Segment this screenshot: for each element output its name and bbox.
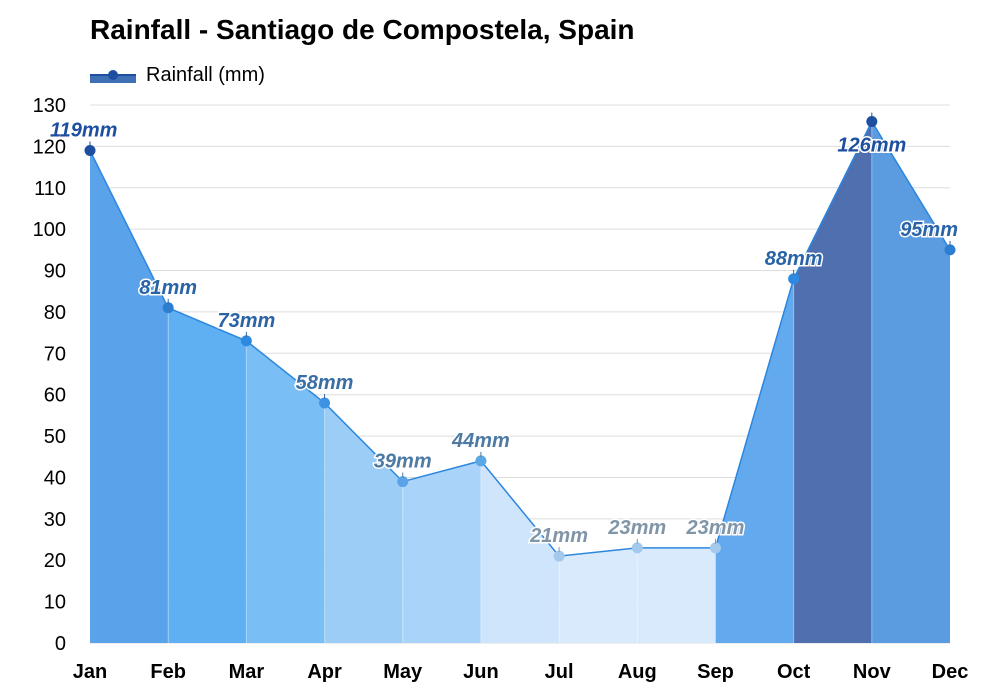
data-label-sep: 23mm bbox=[686, 517, 745, 539]
data-point-oct[interactable] bbox=[788, 273, 800, 285]
x-tick-label-apr: Apr bbox=[307, 661, 342, 683]
x-tick-label-oct: Oct bbox=[777, 661, 811, 683]
y-tick-label: 40 bbox=[44, 467, 66, 489]
y-tick-label: 80 bbox=[44, 302, 66, 324]
data-point-sep[interactable] bbox=[709, 542, 721, 554]
area-segment-may bbox=[402, 460, 481, 643]
data-label-jun: 44mm bbox=[451, 430, 510, 452]
y-tick-label: 70 bbox=[44, 343, 66, 365]
area-segment-aug bbox=[637, 547, 716, 643]
data-label-oct: 88mm bbox=[765, 248, 823, 270]
x-tick-label-dec: Dec bbox=[932, 661, 969, 683]
area-segment-jul bbox=[559, 547, 638, 643]
legend-label: Rainfall (mm) bbox=[146, 63, 265, 86]
x-tick-label-may: May bbox=[383, 661, 423, 683]
y-tick-label: 0 bbox=[55, 633, 66, 655]
data-point-apr[interactable] bbox=[319, 397, 331, 409]
y-tick-label: 110 bbox=[34, 178, 66, 200]
series-line bbox=[89, 120, 951, 557]
x-axis: Jan Feb Mar Apr May Jun Jul Aug Sep Oct Nov Dec bbox=[73, 661, 969, 683]
y-tick-label: 10 bbox=[44, 592, 66, 614]
data-label-jul: 21mm bbox=[529, 525, 588, 547]
data-point-aug[interactable] bbox=[631, 542, 643, 554]
data-label-nov: 126mm bbox=[837, 135, 906, 157]
area-segment-jan bbox=[90, 150, 169, 643]
data-point-feb[interactable] bbox=[162, 302, 174, 314]
y-tick-label: 30 bbox=[44, 509, 66, 531]
data-label-may: 39mm bbox=[374, 451, 432, 473]
area-segment-feb bbox=[168, 307, 247, 643]
data-label-feb: 81mm bbox=[139, 277, 197, 299]
x-tick-label-sep: Sep bbox=[697, 661, 734, 683]
data-label-aug: 23mm bbox=[607, 517, 666, 539]
area-segment-oct bbox=[793, 121, 872, 644]
data-label-jan: 119mm bbox=[50, 120, 117, 142]
legend-swatch bbox=[90, 67, 136, 83]
y-tick-label: 60 bbox=[44, 385, 66, 407]
y-axis: 0 10 20 30 40 50 60 70 80 90 100 110 120 130 bbox=[33, 95, 66, 655]
data-label-dec: 95mm bbox=[900, 219, 958, 241]
x-tick-label-feb: Feb bbox=[150, 661, 186, 683]
x-tick-label-mar: Mar bbox=[229, 661, 265, 683]
data-label-apr: 58mm bbox=[296, 372, 354, 394]
data-point-nov[interactable] bbox=[866, 116, 878, 128]
data-point-dec[interactable] bbox=[944, 244, 956, 256]
data-markers bbox=[84, 116, 956, 562]
area-segment-sep bbox=[715, 278, 794, 643]
y-tick-label: 90 bbox=[44, 261, 66, 283]
y-tick-label: 20 bbox=[44, 550, 66, 572]
data-point-may[interactable] bbox=[397, 476, 409, 488]
x-tick-label-aug: Aug bbox=[618, 661, 657, 683]
y-tick-label: 130 bbox=[33, 95, 66, 117]
data-labels: 119mm 81mm 73mm 58mm 39mm 44mm 21mm 23mm 23mm 88m… bbox=[49, 112, 960, 553]
x-tick-label-nov: Nov bbox=[853, 661, 892, 683]
rainfall-line bbox=[89, 120, 951, 557]
y-tick-label: 100 bbox=[33, 219, 66, 241]
data-label-mar: 73mm bbox=[217, 310, 275, 332]
area-segment-nov bbox=[871, 121, 950, 644]
x-tick-label-jul: Jul bbox=[545, 661, 574, 683]
y-tick-label: 120 bbox=[33, 136, 66, 158]
x-tick-label-jan: Jan bbox=[73, 661, 107, 683]
area-segment-apr bbox=[324, 402, 403, 643]
y-tick-label: 50 bbox=[44, 426, 66, 448]
legend[interactable]: Rainfall (mm) bbox=[90, 62, 265, 88]
data-point-jun[interactable] bbox=[475, 455, 487, 467]
data-point-jan[interactable] bbox=[84, 145, 96, 157]
area-segments bbox=[90, 121, 950, 644]
x-tick-label-jun: Jun bbox=[463, 661, 499, 683]
data-point-mar[interactable] bbox=[240, 335, 252, 347]
chart-title: Rainfall - Santiago de Compostela, Spain bbox=[90, 14, 635, 45]
data-point-jul[interactable] bbox=[553, 550, 565, 562]
area-segment-mar bbox=[246, 340, 325, 643]
area-segment-jun bbox=[480, 460, 560, 643]
